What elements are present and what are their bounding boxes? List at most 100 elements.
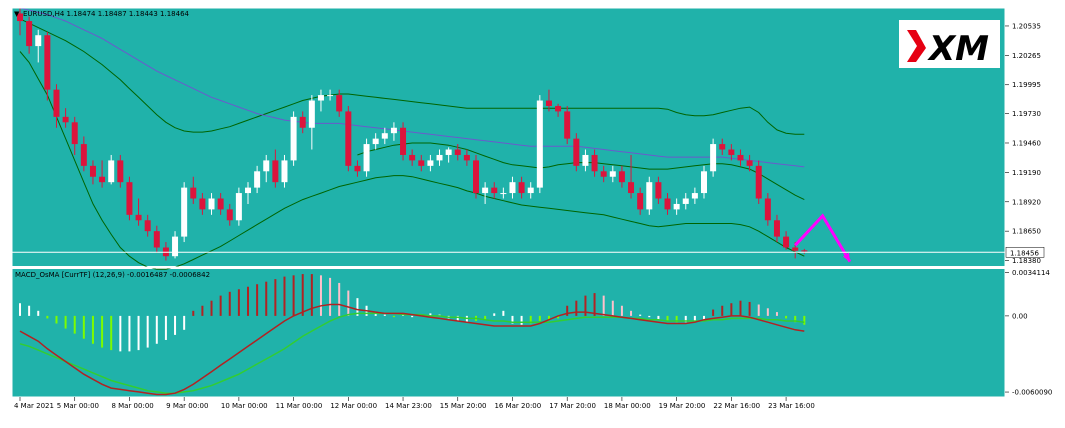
main-panel-border xyxy=(11,7,1006,268)
candle xyxy=(254,165,261,194)
candle xyxy=(336,89,343,117)
candle xyxy=(17,8,23,36)
candle-body xyxy=(746,160,753,166)
candle xyxy=(755,160,762,204)
time-tick-label: 15 Mar 20:00 xyxy=(440,402,487,410)
current-price-label: 1.18456 xyxy=(1010,249,1039,257)
candle xyxy=(363,138,370,177)
candle xyxy=(655,176,662,204)
candle xyxy=(354,160,361,177)
moving-average-line xyxy=(19,7,805,168)
candle xyxy=(482,182,489,204)
macd-tick-label: 0.00 xyxy=(1012,312,1028,320)
candle xyxy=(153,225,160,253)
candle xyxy=(345,105,352,172)
time-tick-label: 17 Mar 20:00 xyxy=(549,402,596,410)
candle-body xyxy=(564,111,571,139)
candle xyxy=(573,133,580,172)
candle-body xyxy=(299,116,306,128)
candle-body xyxy=(555,105,562,112)
candle-body xyxy=(710,144,717,172)
candle xyxy=(719,138,726,155)
candle-body xyxy=(573,138,580,166)
candle xyxy=(783,231,790,250)
candle xyxy=(372,133,379,150)
price-tick-label: 1.20265 xyxy=(1012,52,1041,60)
candle-body xyxy=(655,182,662,199)
candle xyxy=(710,138,717,177)
candle-body xyxy=(664,198,671,210)
xm-logo: XM xyxy=(899,20,1000,69)
candle-body xyxy=(527,187,534,194)
candle xyxy=(682,193,689,210)
xm-logo-red-mark xyxy=(907,30,926,62)
candle-body xyxy=(336,95,343,112)
time-tick-label: 16 Mar 20:00 xyxy=(494,402,541,410)
candle-body xyxy=(673,203,680,210)
candle-body xyxy=(226,209,233,221)
candle xyxy=(226,203,233,226)
candle xyxy=(80,136,87,172)
bollinger-middle-line xyxy=(357,142,805,201)
candle xyxy=(26,16,33,54)
candle xyxy=(545,89,552,112)
candle-body xyxy=(281,160,288,183)
candle xyxy=(728,144,735,161)
bollinger-upper-line xyxy=(19,18,805,135)
candle-body xyxy=(500,193,507,195)
candle xyxy=(518,176,525,199)
macd-tick-label: 0.0034114 xyxy=(1012,269,1050,277)
candle-body xyxy=(190,187,197,199)
candle-body xyxy=(582,154,589,166)
macd-histogram xyxy=(19,274,806,352)
xm-logo-text: XM xyxy=(927,29,989,69)
candle-body xyxy=(172,236,179,257)
candle xyxy=(390,122,397,141)
candle xyxy=(190,176,197,204)
candle-body xyxy=(609,171,616,177)
candle-body xyxy=(628,182,635,194)
candle xyxy=(217,193,224,215)
candle-body xyxy=(363,144,370,172)
candle-body xyxy=(53,89,60,117)
candle-body xyxy=(755,165,762,199)
candle-body xyxy=(646,182,653,210)
macd-main-line xyxy=(19,303,805,396)
candle xyxy=(436,149,443,166)
macd-tick-label: -0.0060090 xyxy=(1012,389,1052,397)
candle xyxy=(628,154,635,199)
candle-body xyxy=(783,236,790,248)
candle xyxy=(272,149,279,188)
candle-body xyxy=(80,144,87,166)
time-tick-label: 12 Mar 00:00 xyxy=(330,402,377,410)
candle-body xyxy=(773,220,780,237)
candle xyxy=(582,149,589,172)
candle-body xyxy=(764,198,771,221)
macd-header: MACD_OsMA [CurrTF] (12,26,9) -0.0016487 … xyxy=(15,271,210,279)
candle xyxy=(509,176,516,199)
candle xyxy=(181,182,188,243)
time-tick-label: 9 Mar 00:00 xyxy=(166,402,208,410)
candle xyxy=(317,89,324,112)
candle-body xyxy=(263,160,270,172)
candle-body xyxy=(536,100,543,188)
candle xyxy=(208,193,215,215)
projection-arrow xyxy=(794,213,852,263)
candle-body xyxy=(126,182,133,215)
candle xyxy=(773,214,780,243)
candle-body xyxy=(682,198,689,204)
candle-body xyxy=(701,171,707,194)
candle-body xyxy=(792,247,799,251)
candle-body xyxy=(454,149,461,155)
candle-body xyxy=(71,122,78,145)
candle-body xyxy=(235,193,242,221)
candle xyxy=(35,29,42,63)
candle xyxy=(427,154,434,172)
candle-body xyxy=(473,160,479,194)
candle xyxy=(235,187,242,226)
candle xyxy=(290,111,297,166)
candle xyxy=(299,111,306,134)
chart-header-arrow: ▼ xyxy=(14,10,20,18)
candle xyxy=(746,154,753,172)
candle xyxy=(536,95,543,194)
